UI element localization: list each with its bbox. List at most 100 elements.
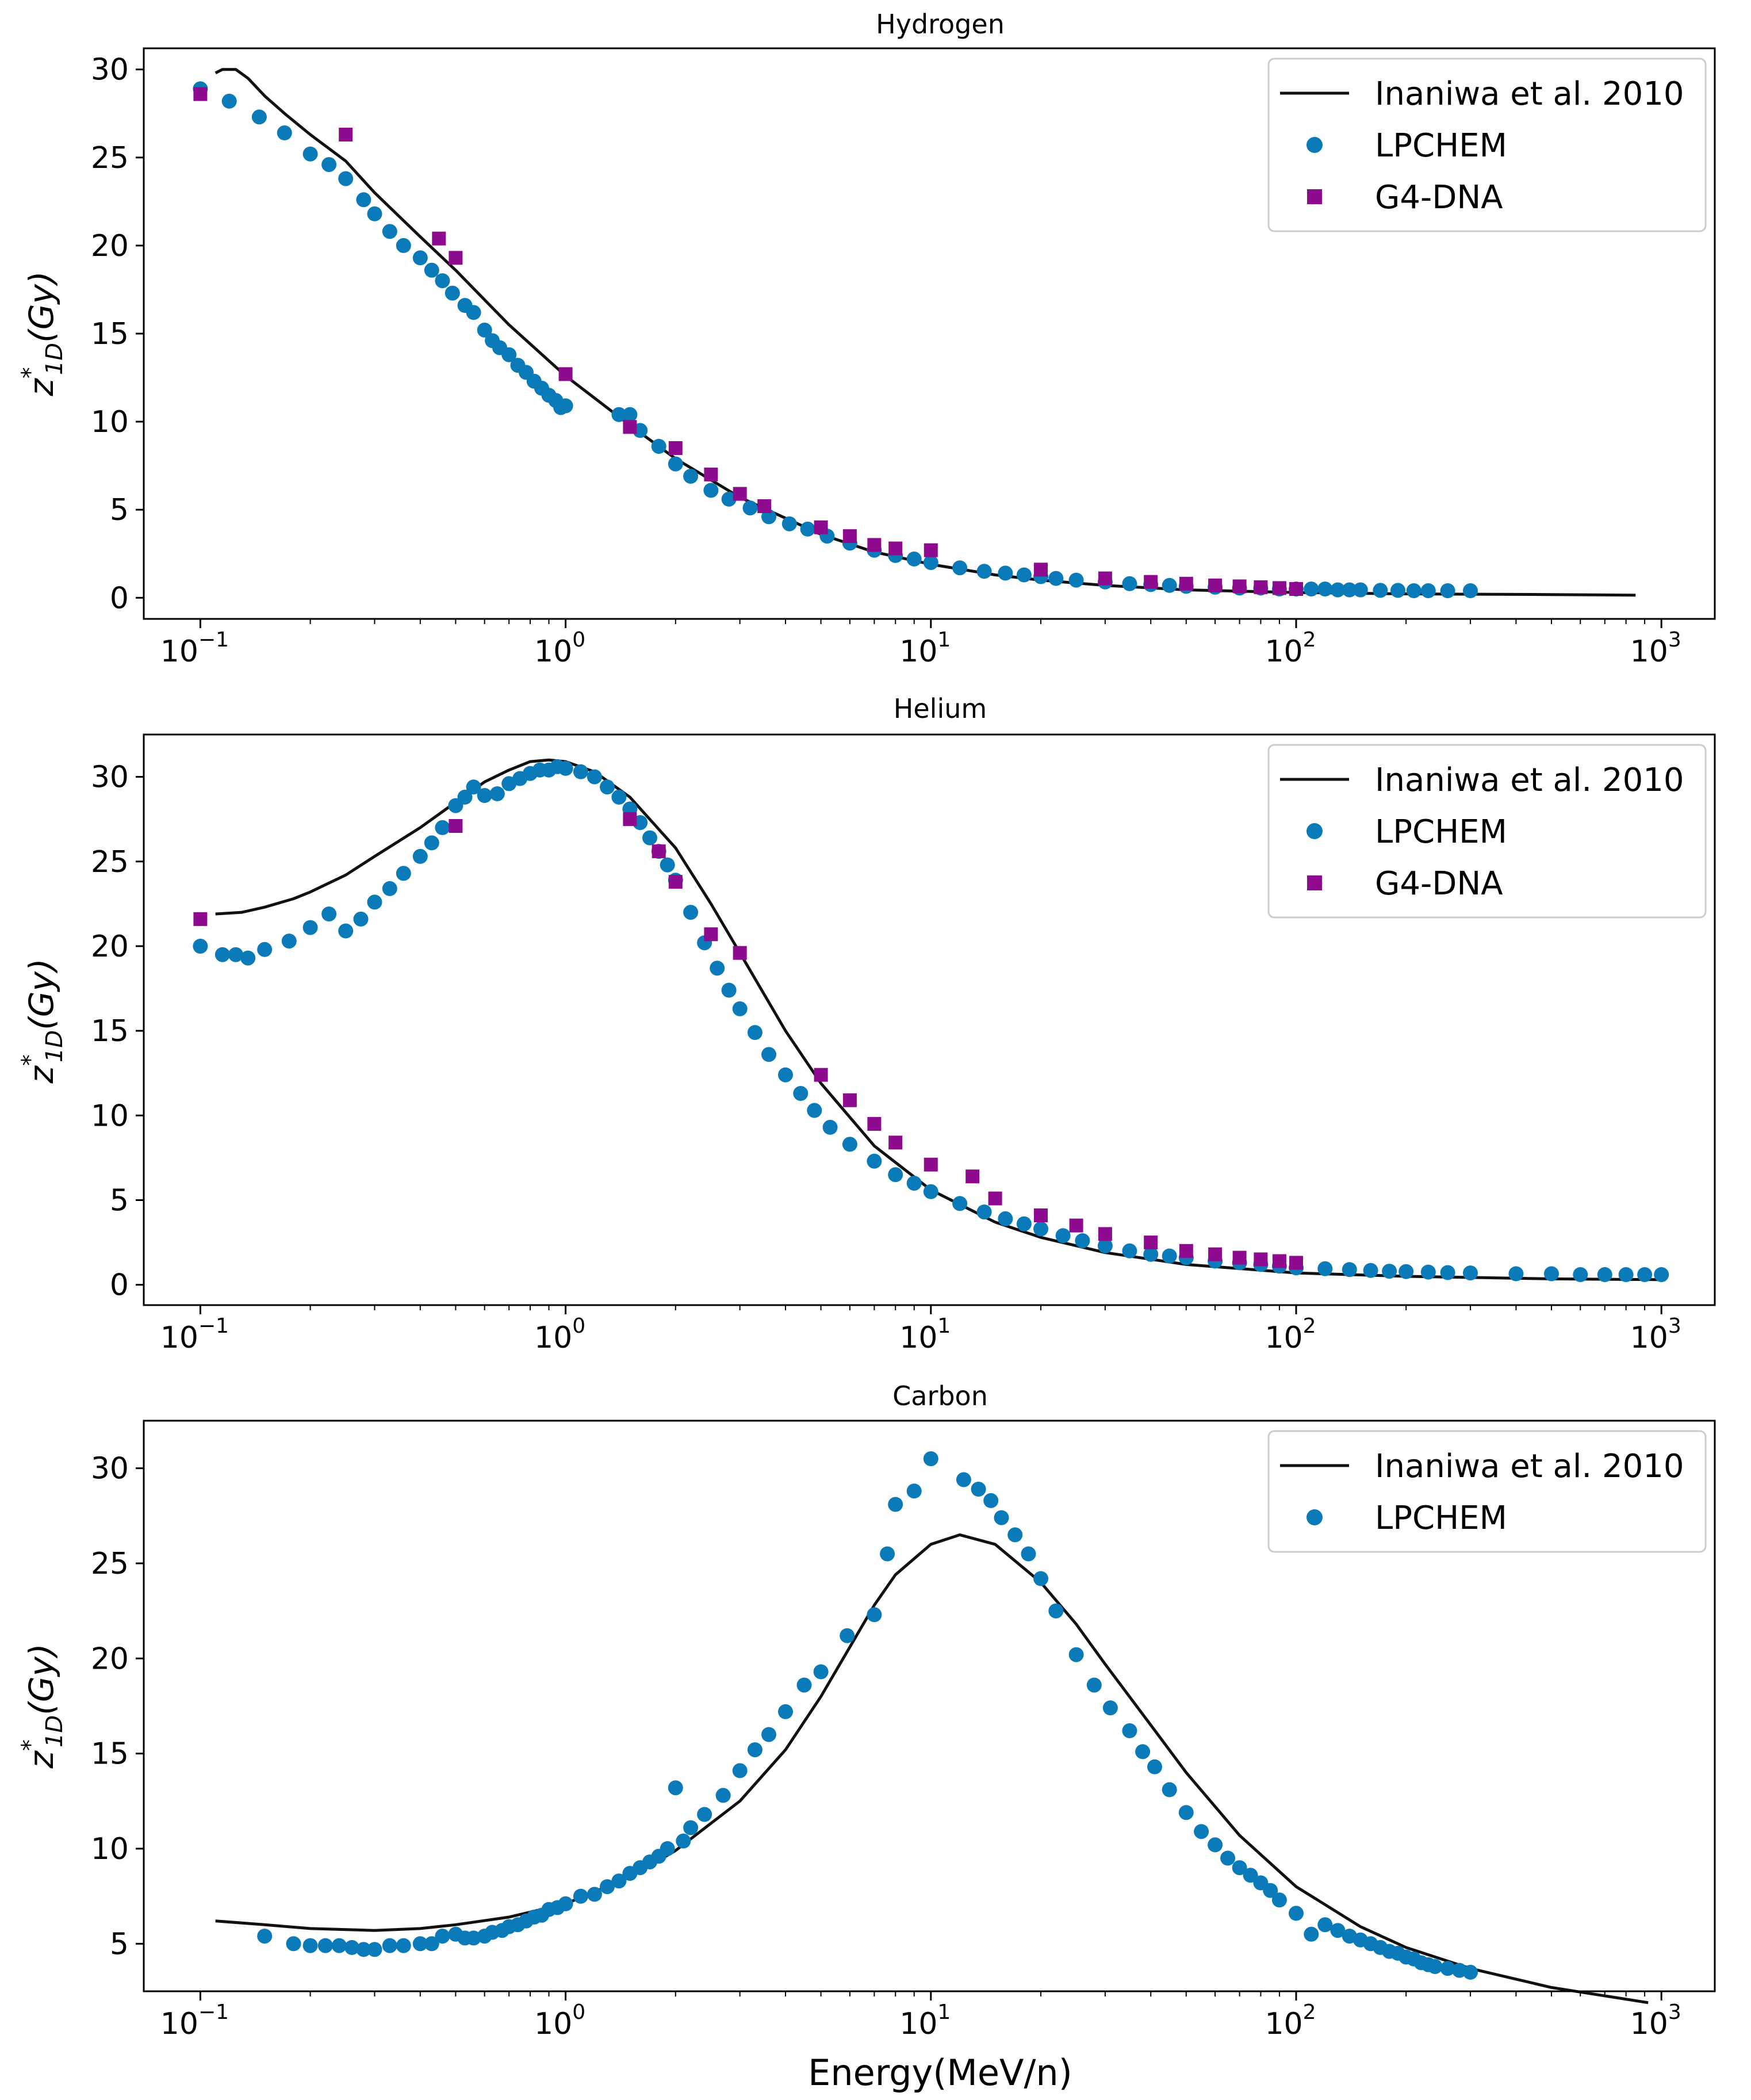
- data-point-g4dna: [1254, 1252, 1268, 1267]
- data-point-g4dna: [193, 912, 208, 926]
- data-point-lpchem: [1427, 1959, 1443, 1974]
- data-point-lpchem: [1033, 1571, 1048, 1586]
- data-point-lpchem: [660, 857, 675, 873]
- data-point-lpchem: [1021, 1546, 1036, 1562]
- y-tick-label: 25: [91, 141, 129, 175]
- data-point-g4dna: [1144, 575, 1158, 589]
- data-point-lpchem: [412, 848, 428, 864]
- x-tick-label: 101: [899, 2000, 951, 2041]
- data-point-g4dna: [1232, 579, 1247, 594]
- legend-entry-label: LPCHEM: [1375, 1500, 1507, 1537]
- data-point-g4dna: [623, 812, 637, 827]
- data-point-lpchem: [1122, 576, 1137, 591]
- data-point-g4dna: [988, 1191, 1002, 1206]
- data-point-g4dna: [842, 1093, 857, 1107]
- data-point-lpchem: [888, 1497, 903, 1512]
- y-axis-label-text: z*1D(Gy): [17, 271, 68, 396]
- y-axis-label-text: z*1D(Gy): [17, 958, 68, 1084]
- data-point-lpchem: [683, 905, 699, 920]
- data-point-lpchem: [778, 1067, 793, 1082]
- data-point-g4dna: [888, 541, 903, 556]
- data-point-lpchem: [1194, 1824, 1209, 1839]
- data-point-lpchem: [382, 881, 397, 896]
- legend-entry-label: LPCHEM: [1375, 813, 1507, 851]
- data-point-g4dna: [1034, 1208, 1048, 1222]
- plot-layer: 0 5 10 15 20 25 30 10−1 100 101 102 103: [91, 758, 1681, 1355]
- data-point-g4dna: [1208, 1247, 1223, 1261]
- data-point-lpchem: [660, 1841, 675, 1856]
- x-tick-label: 103: [1630, 2000, 1681, 2041]
- legend-entry-label: Inaniwa et al. 2010: [1375, 762, 1684, 799]
- data-point-lpchem: [1016, 567, 1032, 583]
- data-point-g4dna: [449, 251, 463, 265]
- x-tick-label: 101: [899, 1314, 951, 1355]
- data-point-lpchem: [976, 1204, 992, 1220]
- data-point-lpchem: [1162, 577, 1177, 593]
- x-axis-label: Energy(MeV/n): [808, 2052, 1072, 2094]
- data-point-lpchem: [1382, 1264, 1397, 1279]
- data-point-lpchem: [558, 1896, 573, 1911]
- y-tick-label: 5: [110, 1927, 129, 1961]
- x-tick-label: 100: [534, 2000, 585, 2041]
- data-point-lpchem: [466, 305, 481, 320]
- x-tick-label: 10−1: [160, 628, 229, 669]
- data-point-g4dna: [814, 520, 828, 534]
- y-tick-label: 10: [91, 1832, 129, 1866]
- data-point-lpchem: [1048, 1603, 1064, 1619]
- data-point-g4dna: [623, 420, 637, 434]
- data-point-lpchem: [367, 1942, 382, 1957]
- y-axis-label: z*1D(Gy): [17, 271, 68, 396]
- data-point-lpchem: [1597, 1267, 1612, 1282]
- data-point-g4dna: [1289, 582, 1303, 596]
- x-tick-label: 103: [1630, 628, 1681, 669]
- data-point-lpchem: [867, 1153, 882, 1169]
- data-point-lpchem: [1220, 1850, 1236, 1866]
- data-point-lpchem: [1330, 582, 1346, 598]
- data-point-g4dna: [965, 1169, 980, 1184]
- data-point-lpchem: [1143, 1246, 1159, 1262]
- data-point-g4dna: [339, 128, 353, 141]
- y-tick-label: 15: [91, 317, 129, 351]
- data-point-lpchem: [382, 1938, 397, 1953]
- data-point-lpchem: [240, 950, 256, 966]
- data-point-lpchem: [396, 866, 411, 881]
- x-tick-label: 102: [1265, 2000, 1316, 2041]
- data-point-lpchem: [396, 238, 411, 253]
- x-tick-label: 102: [1265, 628, 1316, 669]
- data-point-lpchem: [923, 1184, 938, 1199]
- data-point-lpchem: [622, 407, 638, 422]
- data-point-lpchem: [1463, 1265, 1478, 1281]
- data-point-lpchem: [651, 439, 666, 454]
- data-point-lpchem: [683, 1820, 699, 1835]
- data-point-lpchem: [1086, 1677, 1102, 1693]
- data-point-lpchem: [600, 1879, 615, 1895]
- data-point-lpchem: [1463, 1964, 1478, 1980]
- y-tick-label: 20: [91, 229, 129, 263]
- data-point-lpchem: [573, 1888, 588, 1904]
- data-point-lpchem: [1618, 1267, 1634, 1282]
- data-point-lpchem: [1317, 1917, 1333, 1933]
- data-point-lpchem: [587, 769, 602, 785]
- data-point-lpchem: [1508, 1266, 1524, 1282]
- x-tick-label: 101: [899, 628, 951, 669]
- data-point-lpchem: [321, 906, 337, 921]
- data-point-lpchem: [842, 1137, 857, 1152]
- axes-frame: [143, 1420, 1716, 1992]
- y-tick-label: 25: [91, 1547, 129, 1581]
- data-point-lpchem: [807, 1103, 822, 1118]
- data-point-lpchem: [457, 789, 473, 805]
- data-point-lpchem: [445, 285, 460, 301]
- data-point-g4dna: [842, 529, 857, 544]
- legend: Inaniwa et al. 2010 LPCHEM G4-DNA: [1267, 744, 1707, 919]
- data-point-lpchem: [302, 1938, 318, 1953]
- panel-title: Hydrogen: [876, 9, 1005, 40]
- data-point-lpchem: [1573, 1267, 1588, 1282]
- legend-entry-label: G4-DNA: [1375, 865, 1503, 902]
- data-point-g4dna: [1069, 1218, 1083, 1233]
- data-point-lpchem: [424, 1936, 439, 1952]
- axes-frame: [143, 47, 1716, 620]
- data-point-lpchem: [1147, 1759, 1162, 1774]
- data-point-lpchem: [906, 1176, 922, 1191]
- data-point-g4dna: [1034, 563, 1048, 577]
- data-point-lpchem: [396, 1938, 411, 1953]
